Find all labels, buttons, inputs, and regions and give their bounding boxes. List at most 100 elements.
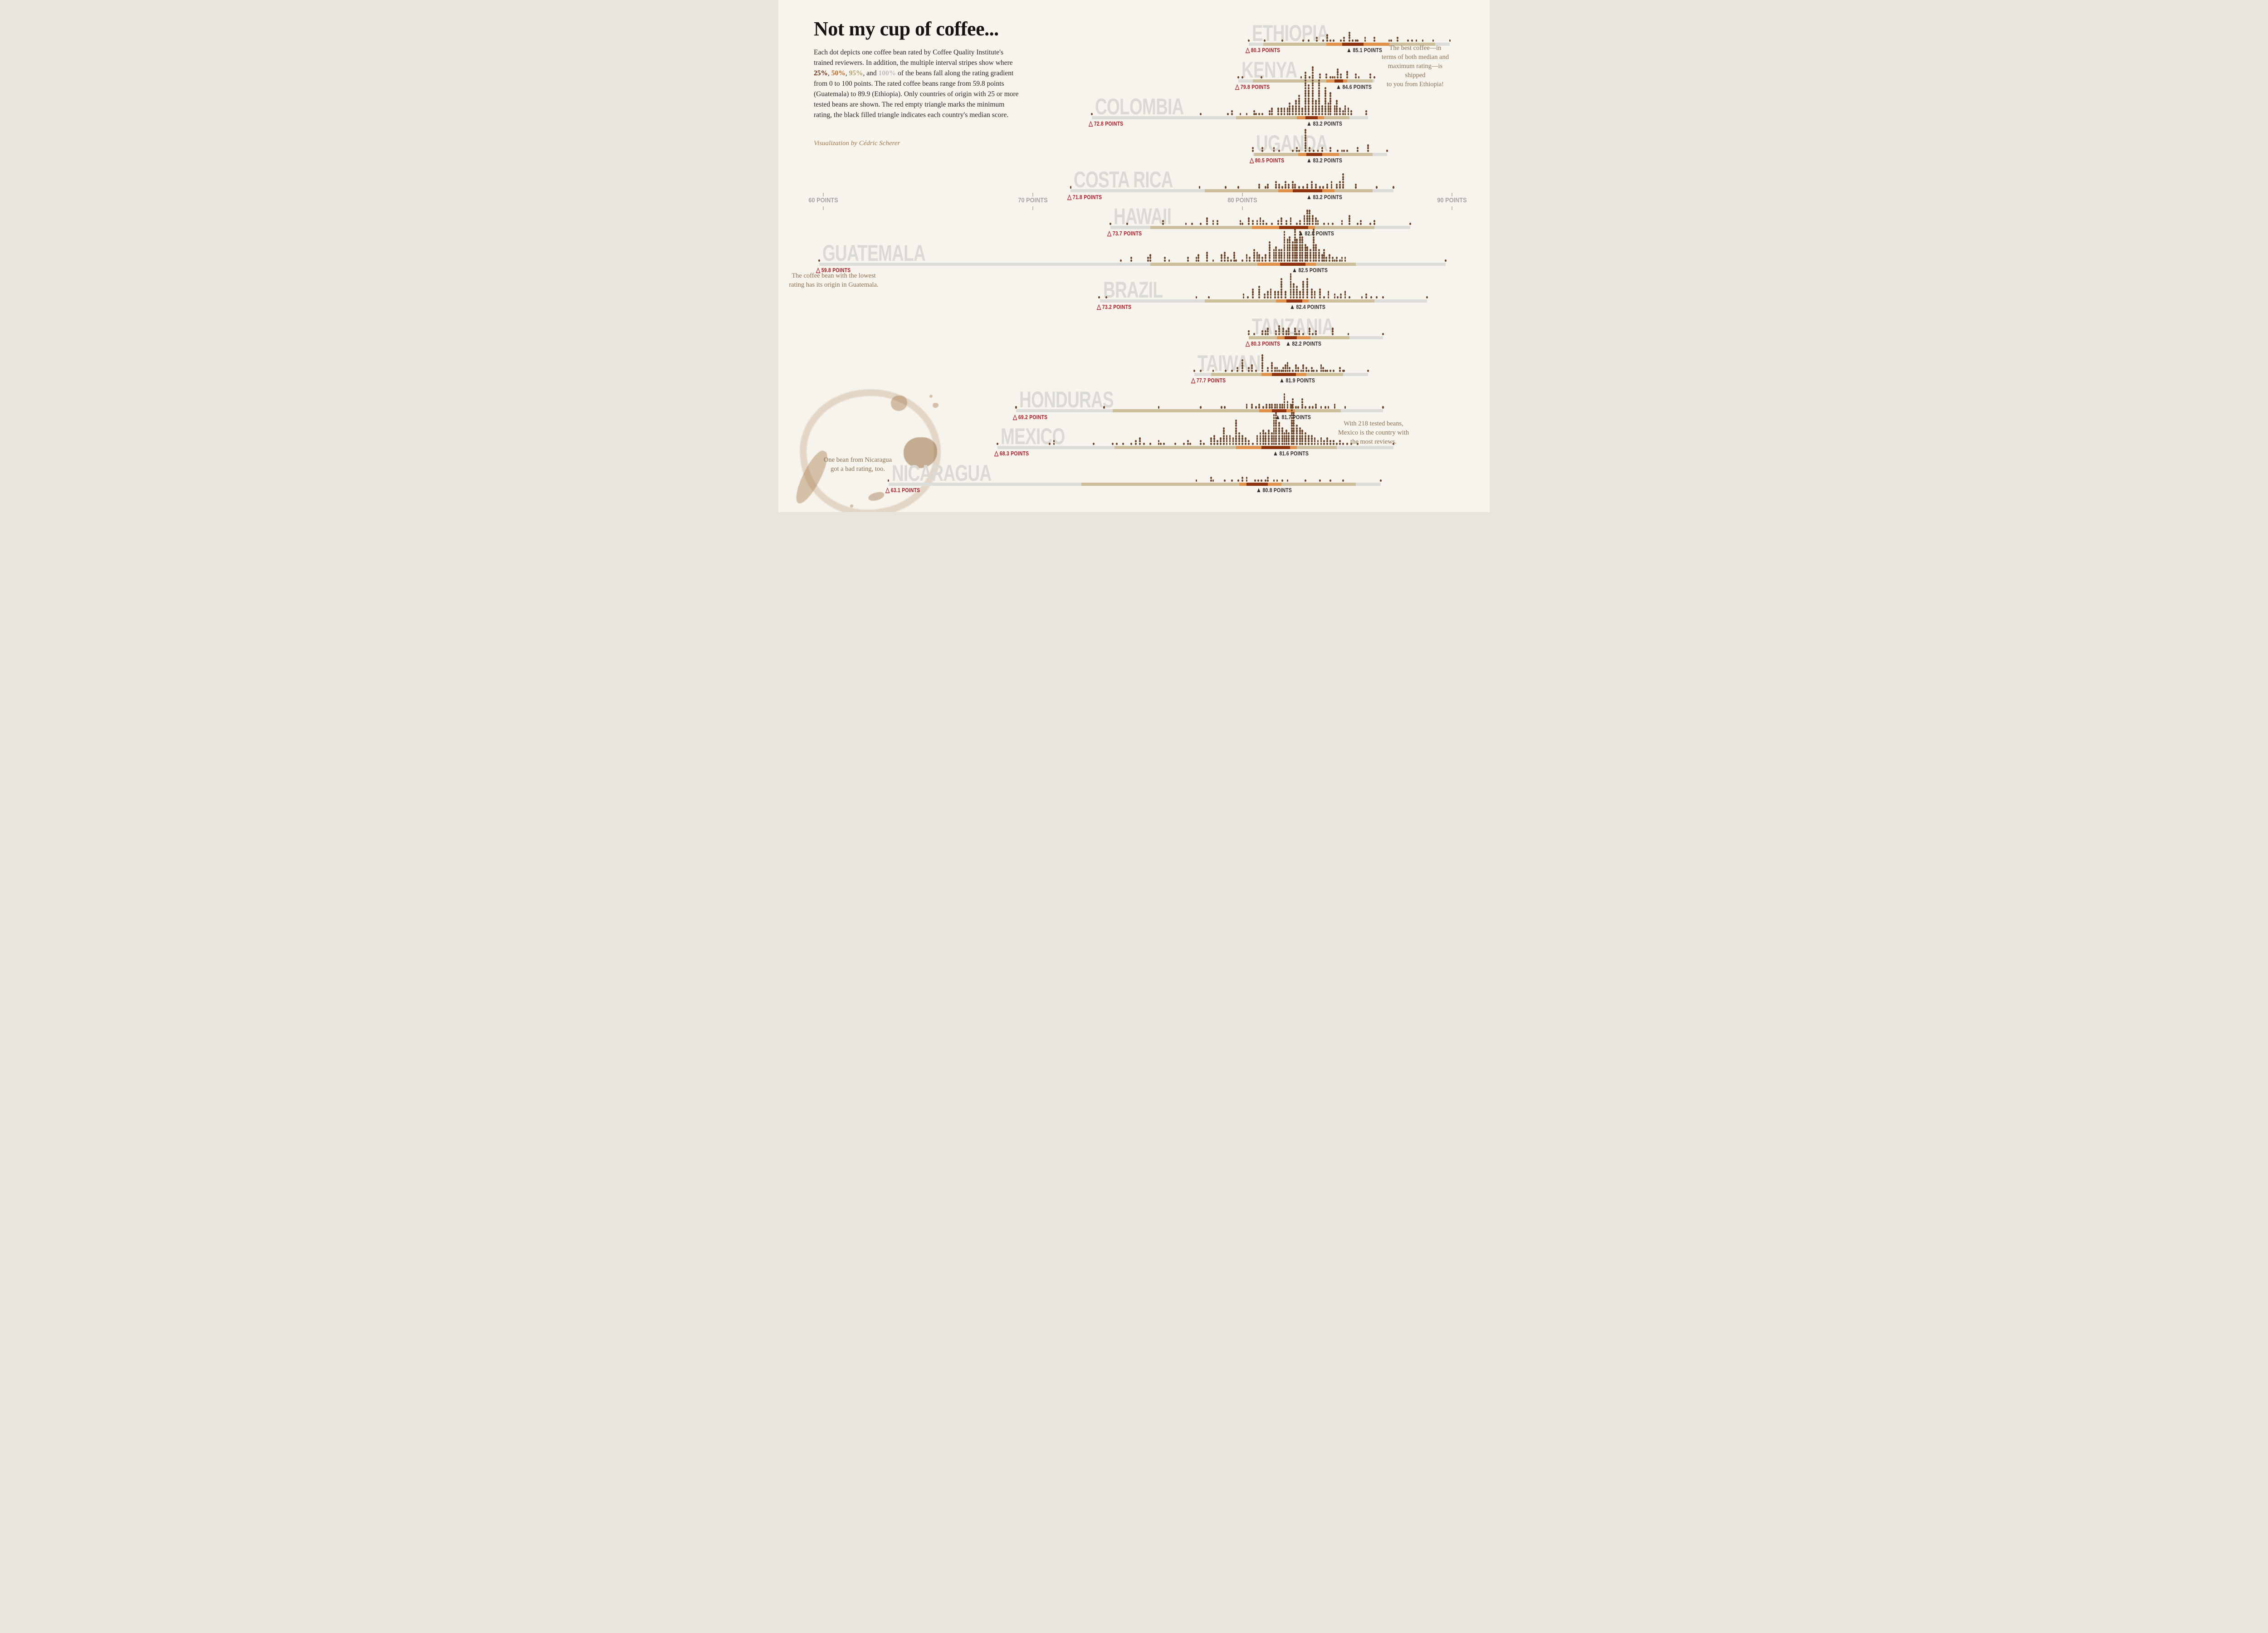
bean-column-guatemala [1318,249,1320,262]
coffee-bean-dot [1300,369,1302,372]
coffee-bean-dot [1274,291,1276,293]
coffee-bean-dot [1271,364,1273,367]
coffee-bean-dot [1310,181,1313,184]
coffee-bean-dot [1278,422,1280,425]
coffee-bean-dot [1310,437,1313,440]
bean-column-colombia [1261,112,1263,115]
coffee-bean-dot [1287,442,1290,445]
coffee-bean-dot [1116,442,1118,445]
coffee-bean-dot [1296,296,1298,298]
bean-column-honduras [1286,401,1289,409]
bean-column-kenya [1242,76,1244,78]
coffee-bean-dot [1336,110,1338,113]
coffee-bean-dot [1126,222,1129,225]
bean-column-mexico [1229,435,1231,445]
coffee-bean-dot [1284,186,1286,189]
coffee-bean-dot [1348,220,1350,223]
bean-column-mexico [1093,442,1095,445]
coffee-bean-dot [1252,220,1254,223]
bean-column-brazil [1319,288,1321,298]
coffee-bean-dot [1254,479,1256,482]
bean-column-guatemala [1304,244,1306,262]
bean-column-guatemala [1233,251,1235,262]
coffee-bean-dot [1213,435,1215,437]
coffee-bean-dot [1374,39,1376,42]
bean-column-mexico [1326,437,1329,445]
coffee-bean-dot [1407,39,1409,42]
coffee-bean-dot [1339,108,1341,110]
coffee-bean-dot [1276,406,1278,409]
coffee-bean-dot [1293,293,1295,296]
coffee-bean-dot [1219,442,1222,445]
coffee-bean-dot [1301,251,1303,254]
bean-column-hawaii [1323,222,1325,225]
bean-column-mexico [1278,422,1280,445]
coffee-bean-dot [1266,332,1269,335]
coffee-bean-dot [1306,257,1309,259]
coffee-bean-dot [1235,422,1237,425]
coffee-bean-dot [1275,437,1277,440]
country-label-guatemala: GUATEMALA [822,240,926,266]
coffee-bean-dot [1299,246,1301,249]
bean-column-tanzania [1287,328,1290,335]
coffee-bean-dot [1287,435,1290,437]
coffee-bean-dot [1280,259,1282,262]
coffee-bean-dot [1281,437,1283,440]
coffee-bean-dot [1310,435,1313,437]
coffee-bean-dot [1221,254,1222,257]
bean-column-honduras [1251,403,1253,409]
bean-column-brazil [1277,291,1279,298]
coffee-bean-dot [1314,442,1316,445]
bean-column-guatemala [1147,257,1149,262]
coffee-bean-dot [1269,257,1271,259]
coffee-bean-dot [1229,435,1231,437]
coffee-bean-dot [1318,254,1320,257]
coffee-bean-dot [1130,442,1133,445]
legend-100pct: 100% [878,69,896,77]
coffee-bean-dot [1287,332,1290,335]
bean-column-ethiopia [1354,39,1357,42]
bean-column-taiwan [1333,369,1335,372]
coffee-bean-dot [1282,332,1285,335]
coffee-bean-dot [1265,257,1266,259]
coffee-bean-dot [1287,330,1290,333]
bean-column-nicaragua [1276,479,1278,482]
coffee-bean-dot [1261,330,1263,333]
bean-column-tanzania [1278,325,1280,335]
coffee-bean-dot [1216,222,1218,225]
coffee-bean-dot [1323,440,1325,443]
coffee-bean-dot [1273,251,1275,254]
coffee-bean-dot [1280,217,1282,220]
coffee-bean-dot [1347,108,1349,110]
coffee-bean-dot [1195,479,1198,482]
coffee-bean-dot [1392,442,1394,445]
bean-column-uganda [1346,149,1349,152]
coffee-bean-dot [1290,278,1292,281]
coffee-bean-dot [1318,100,1320,103]
coffee-bean-dot [1290,406,1293,409]
coffee-bean-dot [1292,259,1294,262]
coffee-bean-dot [1312,95,1314,98]
coffee-bean-dot [1304,246,1306,249]
coffee-bean-dot [1283,398,1286,401]
coffee-bean-dot [1265,440,1266,443]
coffee-bean-dot [1323,257,1325,259]
coffee-bean-dot [1312,84,1314,87]
coffee-bean-dot [1318,257,1320,259]
coffee-bean-dot [1306,215,1309,217]
bean-column-mexico [1053,440,1055,445]
coffee-bean-dot [1323,296,1325,298]
coffee-bean-dot [1318,110,1320,113]
coffee-bean-dot [1337,149,1339,152]
coffee-bean-dot [1294,241,1296,244]
coffee-bean-dot [1253,112,1255,115]
coffee-bean-dot [1275,435,1277,437]
coffee-bean-dot [1246,112,1248,115]
axis-tick-70 [1032,206,1034,210]
min-points-label: 59.8 POINTS [821,267,851,274]
coffee-stain-decoration [791,379,953,512]
bean-column-tanzania [1275,330,1277,335]
coffee-bean-dot [1302,332,1305,335]
coffee-bean-dot [1304,432,1306,435]
coffee-bean-dot [1287,183,1290,186]
